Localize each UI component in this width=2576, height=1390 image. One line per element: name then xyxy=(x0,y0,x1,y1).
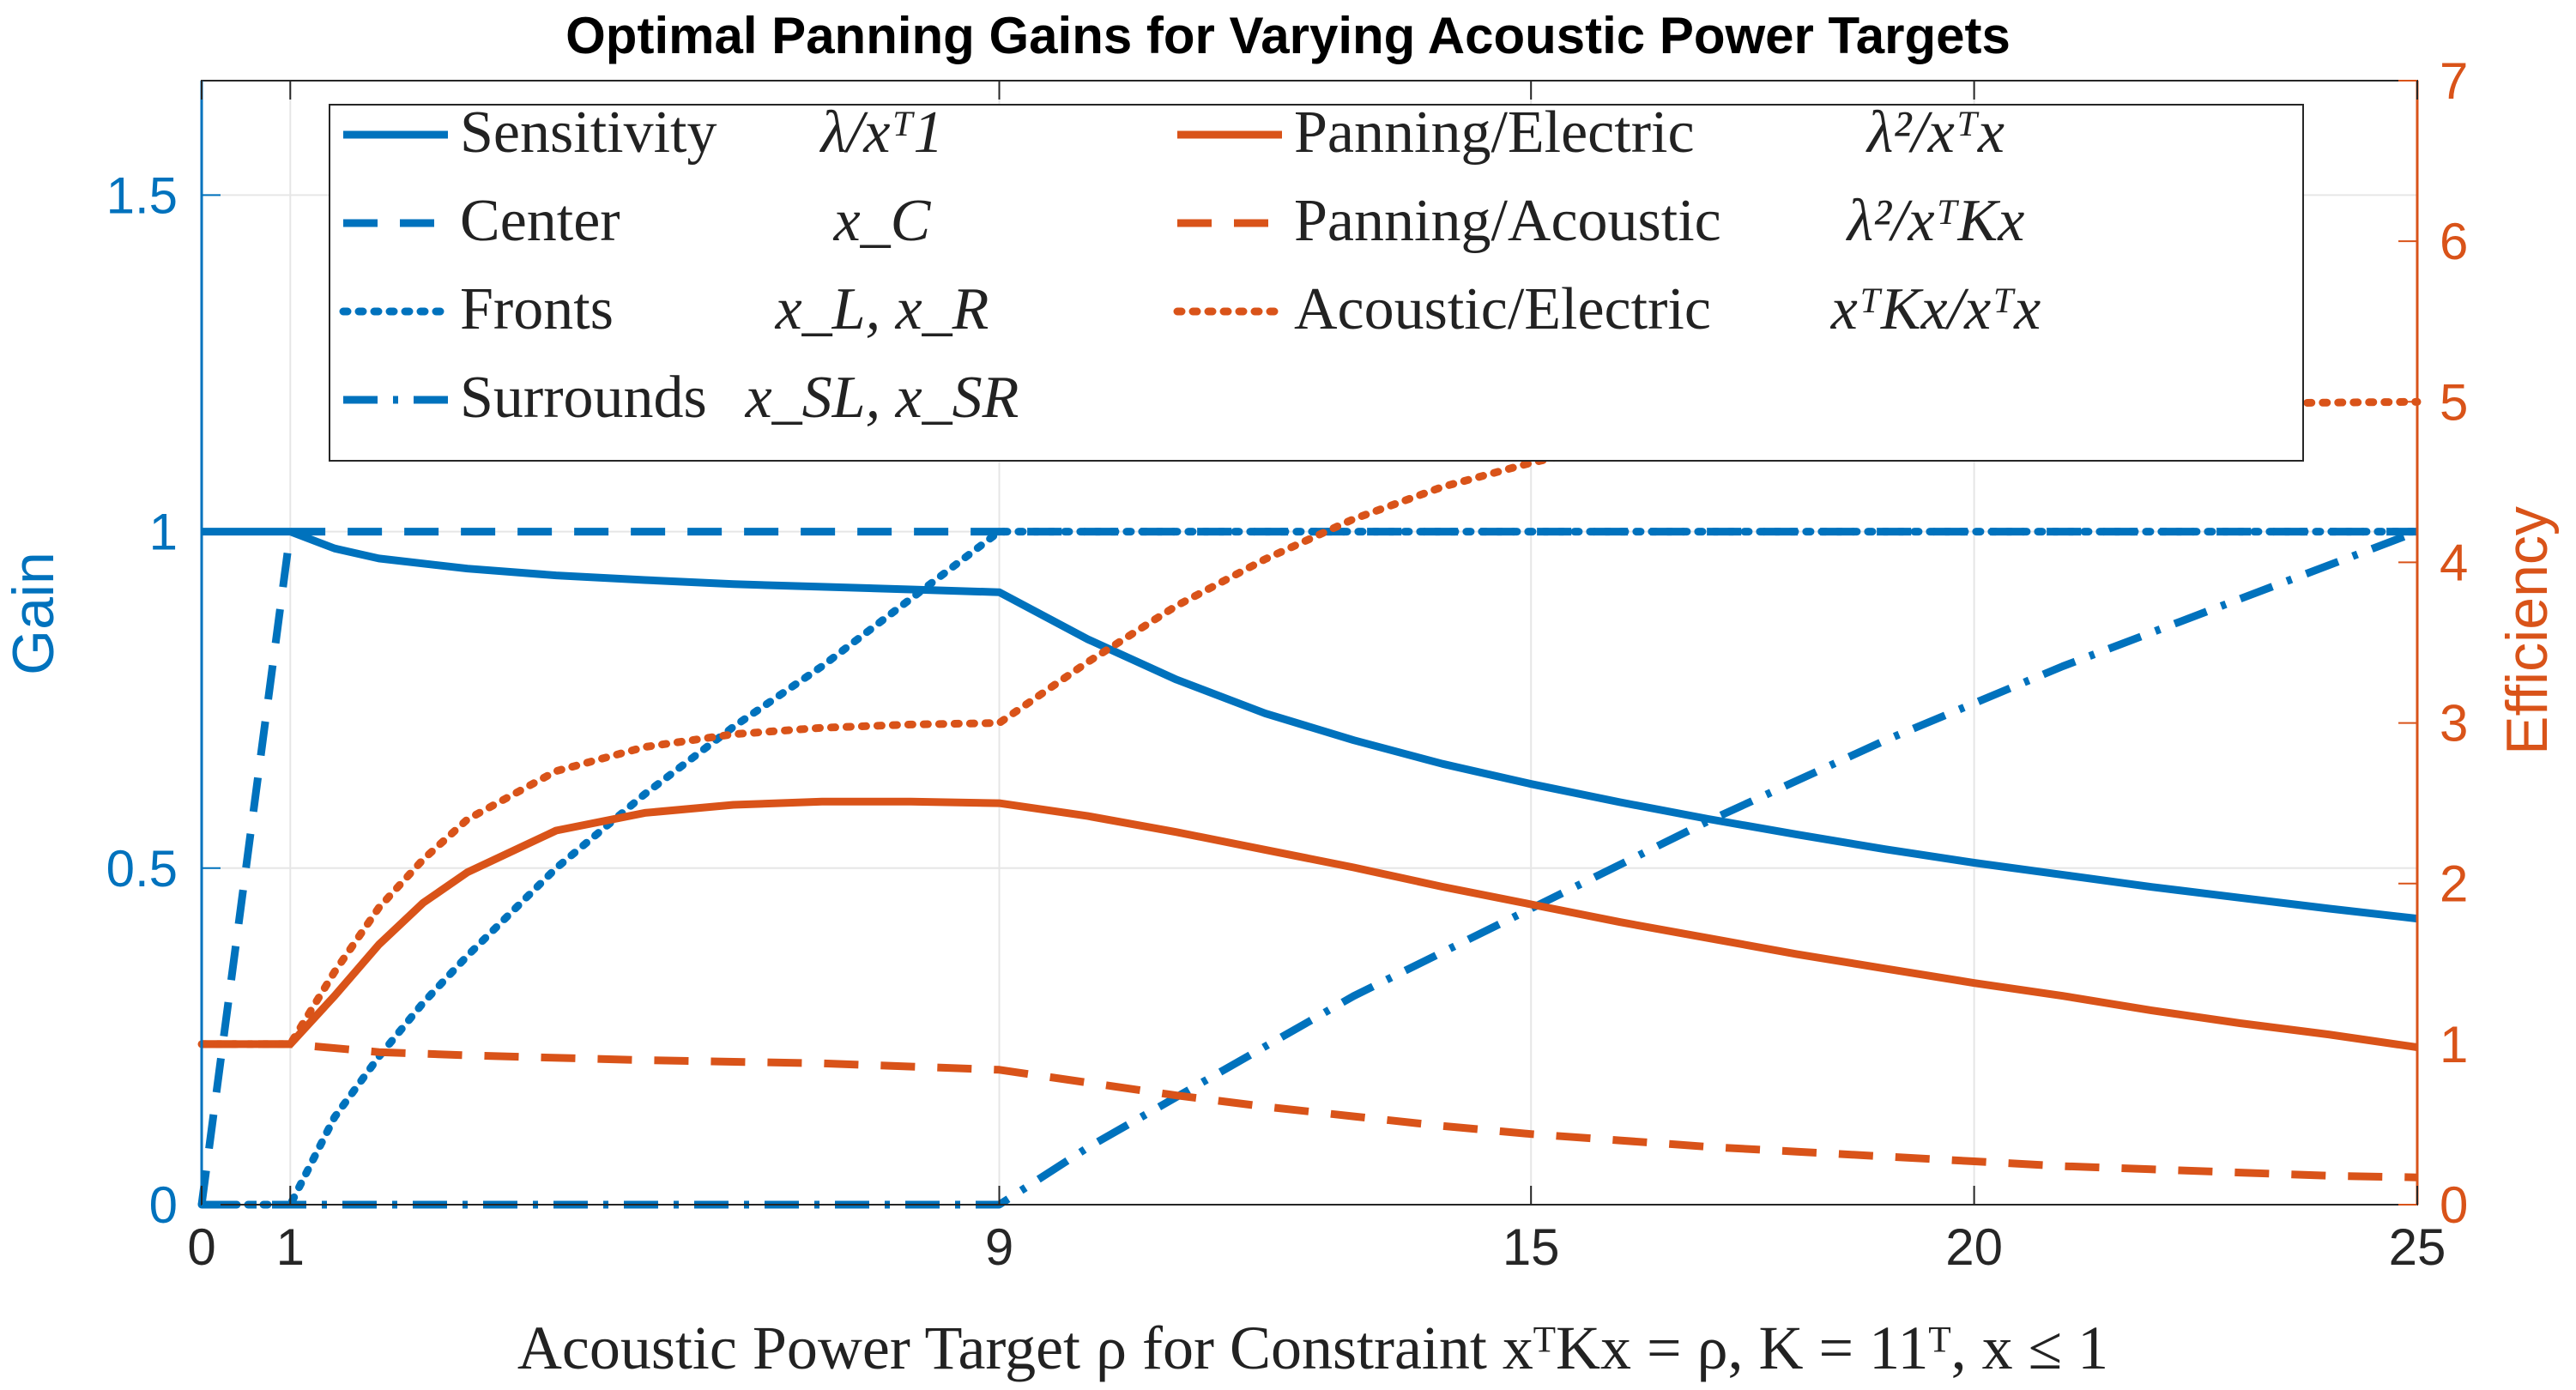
legend-formula-fronts: x_L, x_R xyxy=(775,276,989,342)
right-tick-label: 7 xyxy=(2440,52,2468,110)
series-line-fronts xyxy=(197,528,2422,1209)
left-tick-label: 0 xyxy=(149,1176,178,1234)
right-tick-label: 5 xyxy=(2440,373,2468,431)
x-tick-label: 15 xyxy=(1503,1218,1560,1276)
left-axis: 0 0.5 1 1.5 xyxy=(106,81,221,1234)
legend-formula-surrounds: x_SL, x_SR xyxy=(745,365,1019,431)
left-axis-label: Gain xyxy=(1,552,66,675)
legend-formula-panning-acoustic: λ²/xᵀKx xyxy=(1846,188,2025,254)
legend-label-surrounds: Surrounds xyxy=(460,365,707,431)
x-axis-label: Acoustic Power Target ρ for Constraint x… xyxy=(517,1314,2108,1382)
left-tick-label: 1 xyxy=(149,504,178,561)
legend-label-sensitivity: Sensitivity xyxy=(460,100,717,166)
left-tick-label: 1.5 xyxy=(106,166,178,224)
right-axis: 0 1 2 3 4 5 6 7 xyxy=(2398,52,2468,1234)
x-tick-label: 0 xyxy=(187,1218,215,1276)
series-line-panning-acoustic xyxy=(202,1040,2418,1182)
right-tick-label: 1 xyxy=(2440,1016,2468,1073)
right-axis-label: Efficiency xyxy=(2494,506,2560,755)
series-line-sensitivity xyxy=(202,528,2418,923)
series-line-surrounds xyxy=(202,528,2419,1209)
right-tick-label: 2 xyxy=(2440,855,2468,913)
legend-label-panning-acoustic: Panning/Acoustic xyxy=(1294,188,1721,254)
x-tick-label: 25 xyxy=(2389,1218,2446,1276)
x-tick-label: 20 xyxy=(1945,1218,2003,1276)
x-tick-label: 1 xyxy=(276,1218,305,1276)
series-layer xyxy=(197,397,2422,1209)
legend-label-acoustic-electric: Acoustic/Electric xyxy=(1294,276,1711,342)
x-tick-label: 9 xyxy=(985,1218,1013,1276)
left-tick-label: 0.5 xyxy=(106,840,178,897)
legend-formula-sensitivity: λ/xᵀ1 xyxy=(819,100,944,166)
series-line-center xyxy=(197,528,2417,1206)
right-tick-label: 4 xyxy=(2440,534,2468,591)
legend-label-fronts: Fronts xyxy=(460,276,614,342)
right-tick-label: 3 xyxy=(2440,695,2468,752)
legend-label-center: Center xyxy=(460,188,620,254)
right-tick-label: 0 xyxy=(2440,1176,2468,1234)
chart-title: Optimal Panning Gains for Varying Acoust… xyxy=(565,7,2011,64)
legend-box xyxy=(329,104,2304,462)
legend: Sensitivity λ/xᵀ1 Center x_C Fronts x_L, x_R S… xyxy=(329,100,2304,462)
legend-label-panning-electric: Panning/Electric xyxy=(1294,100,1695,166)
series-line-panning-electric xyxy=(202,797,2418,1052)
legend-formula-center: x_C xyxy=(833,188,932,254)
legend-formula-panning-electric: λ²/xᵀx xyxy=(1865,100,2005,166)
right-tick-label: 6 xyxy=(2440,213,2468,270)
legend-formula-acoustic-electric: xᵀKx/xᵀx xyxy=(1830,276,2041,342)
x-axis: 0 1 9 15 20 25 xyxy=(187,81,2446,1276)
